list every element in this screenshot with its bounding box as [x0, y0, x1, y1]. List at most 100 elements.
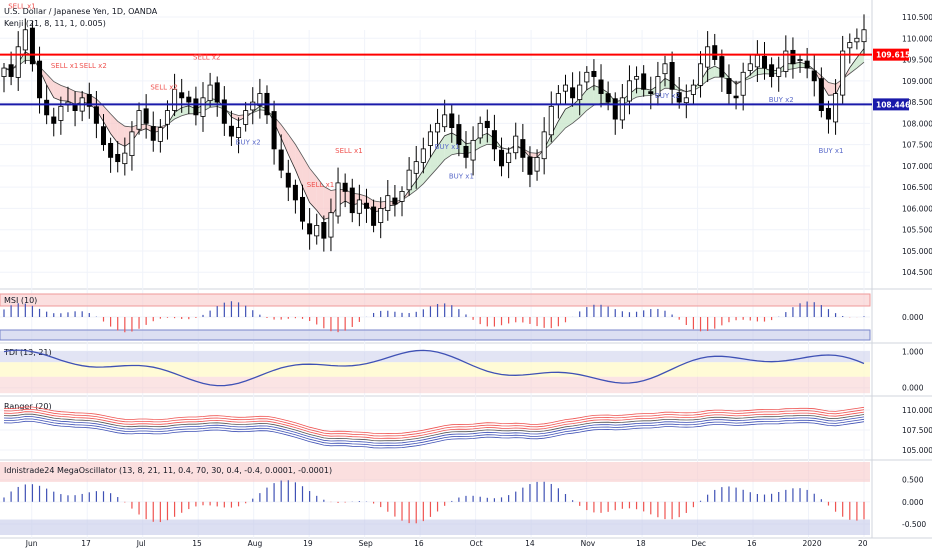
candle-body — [676, 92, 682, 103]
candle-body — [598, 79, 604, 94]
buy-signal-label: BUY x1 — [435, 143, 460, 151]
candle-body — [584, 71, 590, 83]
candle-body — [605, 93, 611, 103]
ranger-band-line — [3, 416, 865, 444]
candle-body — [100, 126, 107, 146]
ma-cloud-segment — [565, 105, 573, 128]
buy-signal-label: BUY x2 — [236, 139, 261, 147]
main-indicator-label: Kenji (21, 8, 11, 1, 0.005) — [4, 19, 106, 28]
price-tick-label: 105.000 — [902, 247, 932, 256]
candle-body — [442, 114, 448, 128]
price-tick-label: 109.000 — [902, 77, 932, 86]
candle-body — [499, 149, 505, 167]
candle-body — [214, 82, 220, 103]
candle-body — [804, 60, 810, 69]
sell-signal-label: SELL x2 — [79, 62, 107, 70]
candle-body — [314, 225, 320, 237]
sell-signal-label: SELL x1 — [335, 147, 363, 155]
candle-body — [299, 196, 306, 222]
candle-body — [321, 222, 327, 239]
ma-cloud-segment — [643, 88, 651, 96]
candle-body — [470, 139, 476, 161]
ma-cloud-segment — [117, 121, 125, 147]
candle-body — [854, 37, 860, 43]
ma-cloud-segment — [103, 106, 111, 134]
candle-body — [634, 76, 640, 80]
candle-body — [818, 78, 824, 111]
ma-cloud-segment — [295, 144, 303, 187]
axes: 104.500 105.000 105.500 106.000 106.500 107.0… — [25, 13, 932, 548]
candle-body — [520, 139, 526, 158]
mega-tick-label: 0.000 — [902, 498, 924, 507]
candle-body — [534, 156, 540, 172]
candle-body — [51, 116, 57, 124]
tdi-tick-label: 0.000 — [902, 384, 924, 393]
candle-body — [29, 27, 35, 65]
candle-body — [570, 87, 576, 99]
candle-body — [143, 108, 149, 124]
x-tick-label: 14 — [525, 539, 535, 548]
sell-signal-label: SELL x1 — [51, 62, 79, 70]
ma-cloud-segment — [323, 186, 331, 220]
ma-cloud-segment — [558, 109, 566, 136]
candle-body — [44, 99, 50, 116]
candle-body — [506, 152, 512, 163]
ma-cloud-segment — [551, 121, 559, 144]
candle-body — [200, 97, 206, 117]
candle-body — [420, 148, 426, 163]
ma-cloud-segment — [430, 146, 438, 176]
ma-cloud-segment — [636, 88, 644, 98]
price-tick-label: 107.000 — [902, 162, 932, 171]
x-tick-label: Jun — [25, 539, 38, 548]
candle-body — [619, 97, 625, 121]
x-tick-label: Sep — [359, 539, 373, 548]
ranger-band-line — [3, 406, 865, 435]
candle-body — [662, 63, 668, 75]
ma-cloud-segment — [750, 68, 758, 79]
candle-body — [328, 212, 334, 238]
candle-body — [243, 110, 249, 125]
candle-body — [250, 101, 256, 111]
candle-body — [790, 49, 796, 65]
candle-body — [527, 156, 533, 175]
ma-cloud-segment — [309, 168, 317, 211]
price-tick-label: 109.500 — [902, 56, 932, 65]
candle-body — [698, 63, 704, 86]
candle-body — [392, 197, 398, 205]
candle-body — [811, 70, 817, 82]
candle-body — [783, 50, 789, 72]
x-tick-label: 18 — [636, 539, 646, 548]
ma-cloud-segment — [828, 82, 836, 96]
candle-body — [612, 98, 618, 120]
candle-body — [591, 71, 597, 77]
msi-panel-title: MSI (10) — [4, 296, 37, 305]
price-tick-label: 108.500 — [902, 98, 932, 107]
sell-signal-label: SELL x2 — [150, 83, 178, 91]
candle-body — [733, 95, 739, 99]
candle-body — [172, 88, 178, 111]
tdi-tick-label: 1.000 — [902, 347, 924, 356]
candle-body — [477, 122, 483, 139]
candle-body — [129, 131, 135, 157]
candle-body — [285, 172, 291, 188]
tdi-mid-zone — [0, 362, 870, 377]
ranger-panel-title: Ranger (20) — [4, 402, 52, 411]
ranger-tick-label: 107.500 — [902, 426, 932, 435]
candle-body — [157, 127, 163, 142]
indicator-panels: MSI (10) TDI (13, 21) Ranger (20) Idnistrad… — [3, 296, 865, 524]
msi-tick-label: 0.000 — [902, 313, 924, 322]
x-tick-label: Dec — [692, 539, 707, 548]
candle-body — [797, 59, 803, 61]
candle-body — [228, 125, 234, 137]
price-tick-label: 104.500 — [902, 268, 932, 277]
x-tick-label: Oct — [470, 539, 483, 548]
tdi-panel-title: TDI (13, 21) — [3, 348, 52, 357]
ma-cloud-segment — [409, 180, 417, 196]
ma-cloud-segment — [302, 156, 310, 203]
x-tick-label: 2020 — [803, 539, 822, 548]
candle-body — [221, 99, 227, 124]
mega-panel-title: Idnistrade24 MegaOscillator (13, 8, 21, … — [4, 466, 332, 475]
candle-body — [136, 110, 142, 130]
